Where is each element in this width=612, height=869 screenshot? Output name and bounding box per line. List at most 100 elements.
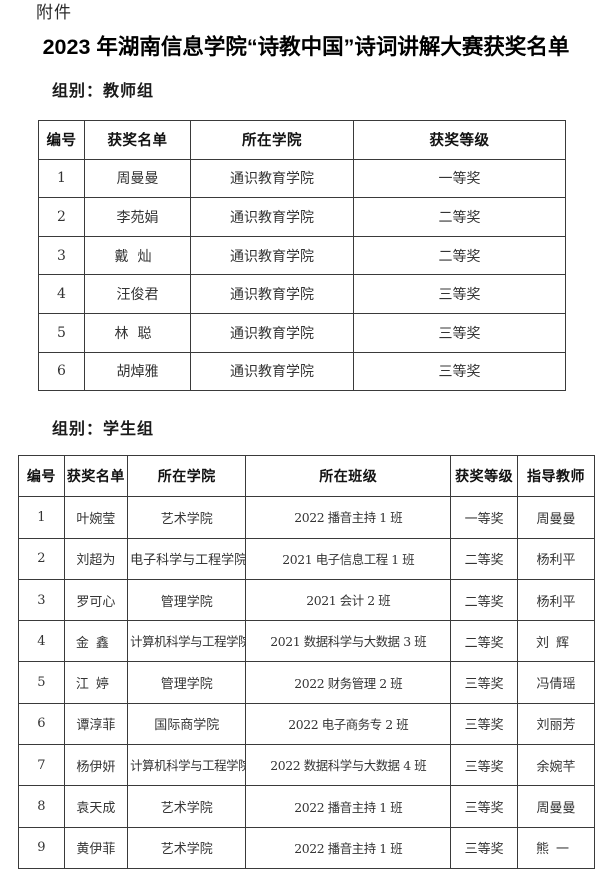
table-row: 6 胡焯雅 通识教育学院 三等奖 — [38, 351, 566, 392]
table-row: 1 周曼曼 通识教育学院 一等奖 — [38, 158, 566, 199]
table-row: 8 袁天成 艺术学院 2022 播音主持 1 班三等奖 周曼曼 — [18, 785, 595, 828]
cell-award: 三等奖 — [450, 785, 519, 828]
cell-college: 计算机科学与工程学院 — [127, 744, 247, 787]
cell-college: 管理学院 — [127, 661, 247, 704]
cell-class: 2022 电子商务专 2 班 — [245, 702, 452, 746]
cell-name: 戴灿 — [84, 235, 191, 276]
column-header-advisor: 指导教师 — [517, 454, 595, 498]
cell-id: 4 — [18, 620, 65, 663]
column-header-id: 编号 — [38, 120, 85, 160]
cell-college: 通识教育学院 — [190, 351, 354, 392]
cell-college: 通识教育学院 — [190, 197, 354, 237]
table-row: 5 江婷 管理学院 2022 财务管理 2 班三等奖 冯倩瑶 — [18, 661, 595, 704]
cell-college: 通识教育学院 — [190, 312, 354, 353]
table-row: 2 李苑娟 通识教育学院 二等奖 — [38, 197, 566, 237]
cell-award: 二等奖 — [353, 235, 566, 276]
student-table-head: 编号 获奖名单 所在学院 所在班级 获奖等级 指导教师 — [18, 454, 595, 498]
cell-college: 计算机科学与工程学院 — [127, 620, 247, 663]
cell-college: 通识教育学院 — [190, 235, 354, 276]
cell-award: 一等奖 — [450, 496, 519, 539]
teacher-table-head: 编号 获奖名单 所在学院 获奖等级 — [38, 120, 566, 160]
cell-advisor: 刘丽芳 — [517, 702, 595, 746]
cell-award: 三等奖 — [353, 274, 566, 314]
column-header-award: 获奖等级 — [353, 120, 566, 160]
cell-advisor: 杨利平 — [517, 537, 595, 580]
column-header-college: 所在学院 — [190, 120, 354, 160]
table-row: 4 汪俊君 通识教育学院 三等奖 — [38, 274, 566, 314]
column-header-college: 所在学院 — [127, 454, 247, 498]
cell-award: 三等奖 — [450, 826, 519, 869]
cell-class: 2022 数据科学与大数据 4 班 — [245, 744, 452, 787]
cell-class: 2022 播音主持 1 班 — [245, 785, 452, 828]
cell-advisor: 杨利平 — [517, 578, 595, 622]
cell-class: 2021 会计 2 班 — [245, 578, 452, 622]
cell-award: 二等奖 — [450, 620, 519, 663]
cell-name: 刘超为 — [63, 537, 129, 580]
cell-name: 周曼曼 — [84, 158, 191, 199]
cell-name: 胡焯雅 — [84, 351, 191, 392]
cell-class: 2021 电子信息工程 1 班 — [245, 537, 452, 580]
cell-name: 袁天成 — [63, 785, 129, 828]
cell-award: 一等奖 — [353, 158, 566, 199]
cell-class: 2022 财务管理 2 班 — [245, 661, 452, 704]
teacher-table-body: 1 周曼曼 通识教育学院 一等奖 2 李苑娟 通识教育学院 二等奖 3 戴灿 通识教育学院 二等奖 4 汪… — [38, 158, 566, 392]
column-header-award: 获奖等级 — [450, 454, 519, 498]
cell-id: 1 — [18, 496, 65, 539]
column-header-class: 所在班级 — [245, 454, 452, 498]
cell-advisor: 周曼曼 — [517, 785, 595, 828]
page-title: 2023 年湖南信息学院“诗教中国”诗词讲解大赛获奖名单 — [42, 35, 570, 59]
cell-id: 3 — [38, 235, 85, 276]
cell-id: 5 — [38, 312, 85, 353]
student-awards-table: 编号 获奖名单 所在学院 所在班级 获奖等级 指导教师 1 叶婉莹 艺术学院 2022… — [18, 454, 595, 869]
cell-advisor: 余婉芊 — [517, 744, 595, 787]
attachment-label: 附件 — [36, 3, 72, 23]
cell-id: 3 — [18, 578, 65, 622]
cell-id: 1 — [38, 158, 85, 199]
cell-award: 三等奖 — [450, 661, 519, 704]
table-row: 6 谭淳菲 国际商学院 2022 电子商务专 2 班三等奖 刘丽芳 — [18, 702, 595, 746]
cell-name: 谭淳菲 — [63, 702, 129, 746]
cell-award: 二等奖 — [353, 197, 566, 237]
cell-class: 2022 播音主持 1 班 — [245, 826, 452, 869]
cell-college: 艺术学院 — [127, 826, 247, 869]
cell-college: 电子科学与工程学院 — [127, 537, 247, 580]
column-header-name: 获奖名单 — [84, 120, 191, 160]
table-row: 3 戴灿 通识教育学院 二等奖 — [38, 235, 566, 276]
cell-name: 罗可心 — [63, 578, 129, 622]
cell-advisor: 刘辉 — [517, 620, 595, 663]
cell-award: 二等奖 — [450, 578, 519, 622]
table-row: 5 林聪 通识教育学院 三等奖 — [38, 312, 566, 353]
cell-name: 杨伊妍 — [63, 744, 129, 787]
student-table-body: 1 叶婉莹 艺术学院 2022 播音主持 1 班一等奖 周曼曼 2 刘超为 电子科学与工程学院… — [18, 496, 595, 869]
cell-name: 林聪 — [84, 312, 191, 353]
column-header-id: 编号 — [18, 454, 65, 498]
teacher-awards-table: 编号 获奖名单 所在学院 获奖等级 1 周曼曼 通识教育学院 一等奖 2 李苑娟 通识教育学… — [38, 120, 566, 392]
group-label-student: 组别：学生组 — [52, 419, 155, 438]
cell-college: 艺术学院 — [127, 785, 247, 828]
cell-id: 8 — [18, 785, 65, 828]
cell-college: 管理学院 — [127, 578, 247, 622]
cell-award: 三等奖 — [450, 702, 519, 746]
cell-class: 2021 数据科学与大数据 3 班 — [245, 620, 452, 663]
cell-id: 2 — [18, 537, 65, 580]
cell-id: 4 — [38, 274, 85, 314]
cell-class: 2022 播音主持 1 班 — [245, 496, 452, 539]
table-header-row: 编号 获奖名单 所在学院 获奖等级 — [38, 120, 566, 160]
cell-award: 三等奖 — [353, 312, 566, 353]
cell-college: 国际商学院 — [127, 702, 247, 746]
table-row: 2 刘超为 电子科学与工程学院 2021 电子信息工程 1 班二等奖 杨利平 — [18, 537, 595, 580]
cell-id: 2 — [38, 197, 85, 237]
table-row: 7 杨伊妍 计算机科学与工程学院 2022 数据科学与大数据 4 班三等奖 余婉芊 — [18, 744, 595, 787]
cell-award: 二等奖 — [450, 537, 519, 580]
cell-id: 5 — [18, 661, 65, 704]
cell-name: 金鑫 — [63, 620, 129, 663]
cell-award: 三等奖 — [450, 744, 519, 787]
table-row: 1 叶婉莹 艺术学院 2022 播音主持 1 班一等奖 周曼曼 — [18, 496, 595, 539]
cell-advisor: 熊一 — [517, 826, 595, 869]
table-row: 9 黄伊菲 艺术学院 2022 播音主持 1 班三等奖 熊一 — [18, 826, 595, 869]
cell-advisor: 周曼曼 — [517, 496, 595, 539]
column-header-name: 获奖名单 — [63, 454, 129, 498]
cell-award: 三等奖 — [353, 351, 566, 392]
table-header-row: 编号 获奖名单 所在学院 所在班级 获奖等级 指导教师 — [18, 454, 595, 498]
